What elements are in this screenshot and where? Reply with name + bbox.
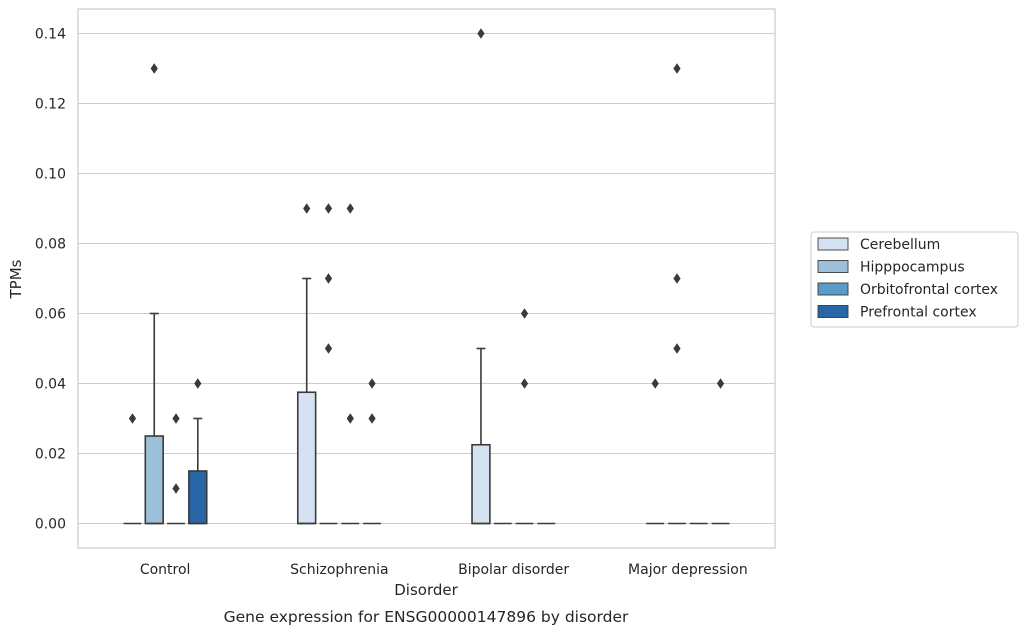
y-tick-label: 0.04 xyxy=(35,377,66,393)
chart-caption: Gene expression for ENSG00000147896 by d… xyxy=(224,608,629,626)
x-tick-labels: Control Schizophrenia Bipolar disorder Majo… xyxy=(140,562,748,578)
y-tick-label: 0.00 xyxy=(35,517,66,533)
y-tick-label: 0.10 xyxy=(35,167,66,183)
x-tick-label: Control xyxy=(140,562,191,578)
box xyxy=(296,391,317,525)
outlier-point xyxy=(368,378,376,389)
y-axis-label: TPMs xyxy=(7,259,25,299)
legend-label: Prefrontal cortex xyxy=(860,305,977,321)
outlier-point xyxy=(477,28,485,39)
outlier-point xyxy=(673,63,681,74)
outlier-point xyxy=(172,413,180,424)
outlier-point xyxy=(520,378,529,389)
y-tick-label: 0.14 xyxy=(35,27,66,43)
x-tick-label: Bipolar disorder xyxy=(458,562,569,578)
outlier-point xyxy=(346,413,354,424)
x-tick-label: Schizophrenia xyxy=(290,562,388,578)
legend-swatch xyxy=(817,305,849,318)
box xyxy=(188,470,208,525)
legend-frame xyxy=(810,231,1019,328)
x-axis-label: Disorder xyxy=(394,581,458,599)
outlier-point xyxy=(324,203,333,214)
outlier-point xyxy=(172,483,180,494)
legend-label: Cerebellum xyxy=(860,237,940,253)
outlier-point xyxy=(303,203,311,214)
box-layer xyxy=(123,277,730,525)
outlier-point xyxy=(346,203,354,214)
outlier-point xyxy=(194,378,202,389)
legend-swatch xyxy=(817,260,849,273)
plot-frame xyxy=(77,8,776,549)
grid-layer xyxy=(78,32,775,525)
outlier-point xyxy=(716,378,725,389)
box xyxy=(471,443,491,525)
x-tick-label: Major depression xyxy=(628,562,748,578)
y-tick-label: 0.06 xyxy=(35,307,66,323)
legend: Cerebellum Hipppocampus Orbitofrontal cort… xyxy=(810,231,1019,328)
y-tick-labels: 0.00 0.02 0.04 0.06 0.08 0.10 0.12 0.14 xyxy=(35,27,66,533)
outlier-layer xyxy=(128,28,725,494)
box xyxy=(144,435,164,525)
outlier-point xyxy=(651,378,659,389)
legend-label: Orbitofrontal cortex xyxy=(860,282,998,298)
outlier-point xyxy=(673,273,681,284)
outlier-point xyxy=(324,343,333,354)
legend-swatch xyxy=(817,237,849,251)
y-tick-label: 0.12 xyxy=(35,97,66,113)
legend-swatch xyxy=(817,282,849,296)
outlier-point xyxy=(520,308,529,319)
y-tick-label: 0.02 xyxy=(35,447,66,463)
outlier-point xyxy=(673,343,681,354)
legend-items: Cerebellum Hipppocampus Orbitofrontal cort… xyxy=(817,237,998,321)
outlier-point xyxy=(324,273,333,284)
legend-label: Hipppocampus xyxy=(860,260,965,276)
outlier-point xyxy=(150,63,158,74)
outlier-point xyxy=(368,413,376,424)
y-tick-label: 0.08 xyxy=(35,237,66,253)
outlier-point xyxy=(128,413,137,424)
